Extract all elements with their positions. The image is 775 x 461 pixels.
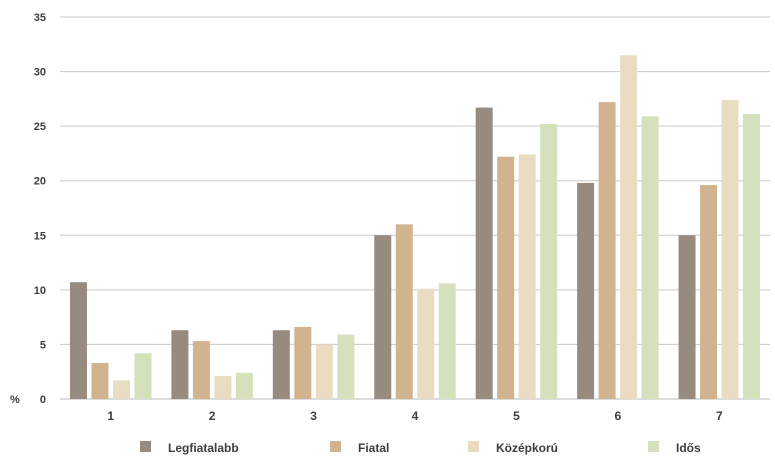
legend-item: Idős bbox=[648, 441, 701, 455]
legend-item: Fiatal bbox=[330, 441, 389, 455]
bar bbox=[743, 114, 761, 399]
y-tick-label: 30 bbox=[34, 67, 46, 79]
y-tick-label: 35 bbox=[34, 12, 46, 24]
legend-label: Legfiatalabb bbox=[168, 441, 239, 455]
legend-item: Középkorú bbox=[468, 441, 558, 455]
x-tick-label: 6 bbox=[615, 409, 622, 423]
y-tick-label: 5 bbox=[40, 339, 46, 351]
bar bbox=[475, 107, 493, 400]
legend-swatch bbox=[648, 441, 659, 452]
x-tick-label: 2 bbox=[209, 409, 216, 423]
bar bbox=[438, 283, 456, 399]
legend-swatch bbox=[468, 441, 479, 452]
legend-label: Fiatal bbox=[358, 441, 389, 455]
y-axis-label: % bbox=[10, 394, 20, 406]
x-tick-label: 5 bbox=[513, 409, 520, 423]
y-axis-ticks: 0 5 10 15 20 25 30 35 bbox=[34, 12, 46, 406]
bar bbox=[417, 288, 435, 399]
y-tick-label: 0 bbox=[40, 394, 46, 406]
legend-swatch bbox=[330, 441, 341, 452]
legend-swatch bbox=[140, 441, 151, 452]
bar bbox=[540, 123, 558, 400]
x-tick-label: 7 bbox=[716, 409, 723, 423]
x-tick-label: 1 bbox=[107, 409, 114, 423]
bar bbox=[395, 224, 413, 399]
legend-label: Középkorú bbox=[496, 441, 558, 455]
bar bbox=[641, 116, 659, 399]
bar bbox=[214, 376, 232, 399]
legend-label: Idős bbox=[676, 441, 701, 455]
bar bbox=[678, 235, 696, 399]
y-tick-label: 25 bbox=[34, 121, 46, 133]
bar bbox=[192, 341, 210, 399]
bar bbox=[337, 334, 355, 399]
legend-item: Legfiatalabb bbox=[140, 441, 239, 455]
bar bbox=[171, 330, 189, 399]
legend: Legfiatalabb Fiatal Középkorú Idős bbox=[140, 441, 701, 455]
y-tick-label: 20 bbox=[34, 176, 46, 188]
bars bbox=[69, 55, 761, 400]
bar bbox=[518, 154, 536, 399]
bar bbox=[294, 326, 312, 399]
bar bbox=[112, 380, 130, 399]
x-axis-ticks: 1 2 3 4 5 6 7 bbox=[107, 409, 723, 423]
bar bbox=[374, 235, 392, 399]
x-tick-label: 3 bbox=[310, 409, 317, 423]
bar bbox=[577, 182, 595, 399]
bar bbox=[620, 55, 638, 399]
bar bbox=[700, 185, 718, 399]
bar bbox=[235, 372, 253, 399]
bar bbox=[91, 362, 109, 399]
bar bbox=[315, 344, 333, 399]
bar bbox=[69, 282, 87, 399]
bar bbox=[134, 353, 152, 399]
y-tick-label: 15 bbox=[34, 230, 46, 242]
bar bbox=[497, 156, 515, 399]
x-tick-label: 4 bbox=[412, 409, 419, 423]
bar bbox=[721, 99, 739, 399]
bar bbox=[598, 102, 616, 399]
gridlines bbox=[60, 16, 770, 400]
y-tick-label: 10 bbox=[34, 285, 46, 297]
bar bbox=[272, 330, 290, 399]
